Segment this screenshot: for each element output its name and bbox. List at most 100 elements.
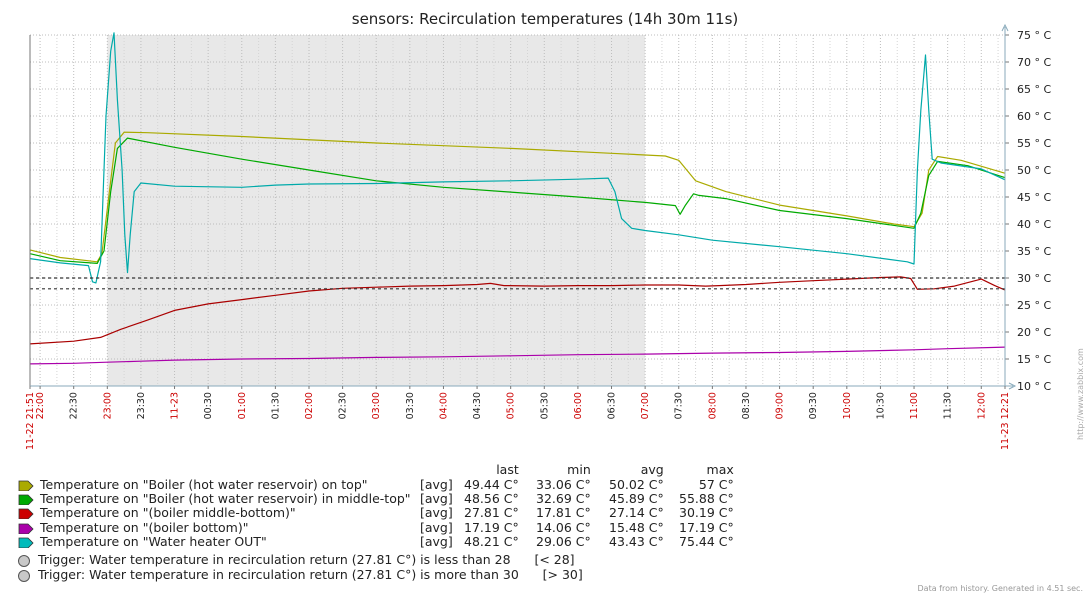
legend-name: Temperature on "Boiler (hot water reserv… [18,492,420,506]
y-tick-label: 50 ° C [1017,164,1051,177]
x-tick-label: 10:00 [842,392,853,419]
y-tick-labels: 10 ° C 15 ° C 20 ° C 25 ° C 30 ° C 35 ° C 40 °… [1017,29,1051,393]
x-tick-label: 11-23 [170,392,181,420]
x-tick-label: 23:00 [102,392,113,419]
x-tick-label: 11-22 21:51 [25,392,36,450]
trigger-text: Trigger: Water temperature in recirculat… [38,567,519,582]
legend-swatch-icon [18,480,34,491]
legend-last: 48.21 C° [464,533,519,549]
legend-row: Temperature on "Boiler (hot water reserv… [18,477,734,492]
legend-swatch-icon [18,537,34,548]
legend-row: Temperature on "(boiler bottom)" [avg] 17.… [18,519,734,535]
axes [29,23,1017,390]
legend-name: Temperature on "Water heater OUT" [18,534,420,549]
footer-note: Data from history. Generated in 4.51 sec… [917,584,1083,593]
x-tick-label: 11:00 [909,392,920,419]
x-tick-label: 08:30 [741,392,752,419]
legend-min: 29.06 C° [536,533,591,549]
legend-max: 55.88 C° [679,491,734,507]
legend-row: Temperature on "Boiler (hot water reserv… [18,492,734,506]
x-tick-label: 22:00 [35,392,46,419]
trigger-legend-item: Trigger: Water temperature in recirculat… [18,552,583,567]
legend-func: [avg] [420,505,453,521]
legend-header-max: max [706,462,734,477]
legend-func: [avg] [420,519,453,535]
legend-row: Temperature on "(boiler middle-bottom)"[… [18,506,734,520]
trigger-text: Trigger: Water temperature in recirculat… [38,552,511,567]
legend-last: 17.19 C° [464,519,519,535]
trigger-cond: [< 28] [534,552,575,567]
x-tick-label: 12:00 [976,392,987,419]
y-tick-label: 15 ° C [1017,353,1051,366]
x-tick-label: 11:30 [943,392,954,419]
legend-last: 49.44 C° [464,477,519,492]
legend-avg: 27.14 C° [609,505,664,521]
legend-avg: 15.48 C° [609,519,664,535]
legend-min: 32.69 C° [536,491,591,507]
x-tick-label: 09:00 [775,392,786,419]
x-tick-label: 11-23 12:21 [1000,392,1011,450]
watermark: http://www.zabbix.com [1076,348,1085,440]
x-tick-label: 22:30 [69,392,80,419]
x-tick-label: 00:30 [203,392,214,419]
x-tick-label: 10:30 [875,392,886,419]
x-tick-label: 09:30 [808,392,819,419]
y-tick-label: 20 ° C [1017,326,1051,339]
legend-header-last: last [496,462,519,477]
trigger-legend-item: Trigger: Water temperature in recirculat… [18,567,583,582]
legend-max: 30.19 C° [679,505,734,521]
legend-avg: 50.02 C° [609,477,664,492]
legend-header-avg: avg [640,462,664,477]
x-axis-arrow-icon [1008,382,1017,390]
x-tick-label: 08:00 [707,392,718,419]
series-line [29,131,1005,263]
series-line [29,276,1006,345]
x-tick-label: 04:00 [438,392,449,419]
x-tick-label: 02:00 [304,392,315,419]
y-tick-label: 75 ° C [1017,29,1051,42]
chart-title: sensors: Recirculation temperatures (14h… [352,10,739,28]
legend-row: Temperature on "Water heater OUT" [avg] 48… [18,533,734,549]
legend: last min avg max Temperature on "Boiler … [18,462,734,549]
x-tick-label: 04:30 [472,392,483,419]
x-tick-labels: 11-22 21:51 22:00 22:30 23:00 23:30 11-23 00:3… [25,392,1011,450]
series-lines [29,32,1006,365]
x-tick-label: 03:00 [371,392,382,419]
x-tick-label: 07:00 [640,392,651,419]
y-tick-label: 25 ° C [1017,299,1051,312]
x-tick-label: 06:30 [607,392,618,419]
x-tick-label: 02:30 [338,392,349,419]
y-tick-label: 70 ° C [1017,56,1051,69]
legend-avg: 45.89 C° [609,491,664,507]
y-tick-label: 65 ° C [1017,83,1051,96]
legend-min: 33.06 C° [536,477,591,492]
y-tick-label: 55 ° C [1017,137,1051,150]
x-tick-label: 07:30 [674,392,685,419]
legend-name: Temperature on "(boiler middle-bottom)" [18,506,420,520]
x-tick-label: 06:00 [573,392,584,419]
trigger-cond: [> 30] [542,567,583,582]
x-tick-label: 01:30 [270,392,281,419]
y-tick-label: 10 ° C [1017,380,1051,393]
y-tick-label: 60 ° C [1017,110,1051,123]
x-tick-label: 05:00 [506,392,517,419]
plot-area [30,35,1005,386]
y-axis-arrow-icon [1001,23,1009,32]
legend-min: 14.06 C° [536,519,591,535]
legend-name: Temperature on "(boiler bottom)" [18,520,420,535]
legend-func: [avg] [420,477,453,492]
x-tick-label: 05:30 [539,392,550,419]
legend-max: 75.44 C° [679,533,734,549]
legend-swatch-icon [18,523,34,534]
legend-func: [avg] [420,533,453,549]
legend-header-min: min [567,462,591,477]
trigger-dot-icon [18,569,30,582]
legend-max: 57 C° [698,477,734,492]
trigger-dot-icon [18,554,30,567]
y-tick-label: 45 ° C [1017,191,1051,204]
y-tick-label: 40 ° C [1017,218,1051,231]
trigger-legend: Trigger: Water temperature in recirculat… [18,552,583,582]
legend-min: 17.81 C° [536,505,591,521]
night-period-shade [107,35,646,386]
